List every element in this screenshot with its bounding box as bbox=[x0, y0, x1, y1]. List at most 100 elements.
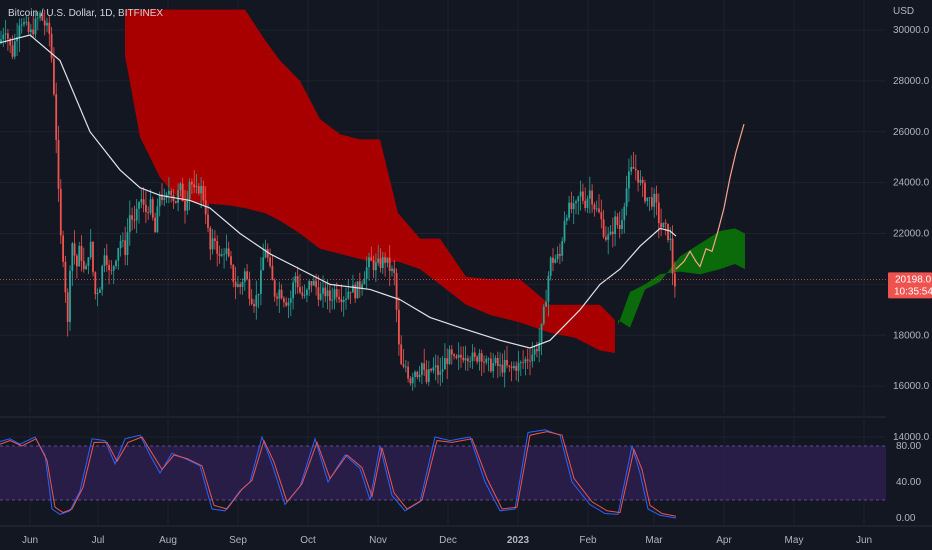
candle bbox=[450, 345, 453, 365]
candle bbox=[34, 11, 37, 38]
candle bbox=[457, 342, 460, 370]
candle bbox=[145, 191, 147, 224]
candle bbox=[607, 226, 610, 255]
candle bbox=[112, 264, 115, 285]
candle bbox=[427, 360, 430, 386]
candle bbox=[358, 272, 361, 298]
last-price-value: 20198.0 bbox=[895, 274, 932, 285]
x-tick-label: Jun bbox=[22, 535, 38, 546]
candle bbox=[572, 195, 575, 225]
y-tick-label: 22000.0 bbox=[893, 229, 930, 240]
y-tick-label: 16000.0 bbox=[893, 381, 930, 392]
candle bbox=[257, 293, 260, 309]
candle bbox=[372, 255, 375, 278]
candle bbox=[264, 239, 267, 259]
candle bbox=[92, 241, 94, 277]
candle bbox=[547, 271, 550, 317]
candle bbox=[552, 248, 554, 272]
candle bbox=[207, 203, 209, 233]
y-tick-label: 24000.0 bbox=[893, 178, 930, 189]
candle bbox=[211, 229, 214, 255]
candle bbox=[384, 252, 386, 277]
candle bbox=[149, 189, 152, 216]
chart-title: Bitcoin / U.S. Dollar, 1D, BITFINEX bbox=[8, 8, 163, 19]
candle bbox=[122, 232, 124, 248]
oscillator-pane bbox=[0, 429, 886, 519]
candle bbox=[186, 190, 189, 215]
candle bbox=[220, 248, 223, 258]
candle bbox=[462, 346, 465, 363]
candle bbox=[278, 281, 281, 313]
candle bbox=[625, 175, 628, 216]
candle bbox=[568, 195, 570, 221]
candle bbox=[161, 183, 163, 205]
candle bbox=[269, 248, 271, 269]
stoch-d-line bbox=[0, 431, 677, 517]
candle bbox=[611, 217, 614, 248]
candle bbox=[448, 345, 451, 365]
candle bbox=[110, 260, 113, 275]
candle bbox=[71, 242, 74, 286]
candle bbox=[379, 248, 382, 273]
candle bbox=[561, 237, 564, 262]
time-axis[interactable]: Jun Jul Aug Sep Oct Nov Dec 2023 Feb Mar Apr May Jun bbox=[0, 525, 932, 546]
candle bbox=[331, 287, 334, 310]
candle bbox=[41, 11, 44, 22]
x-tick-label: Oct bbox=[300, 535, 316, 546]
candle bbox=[82, 247, 85, 273]
candle bbox=[193, 169, 196, 194]
candle bbox=[306, 288, 308, 303]
candle bbox=[671, 225, 674, 286]
candle bbox=[55, 82, 58, 154]
candle bbox=[476, 355, 478, 365]
candle bbox=[27, 16, 30, 35]
candle bbox=[667, 223, 669, 243]
candle bbox=[105, 243, 108, 272]
candle bbox=[140, 189, 143, 209]
candle bbox=[299, 273, 301, 295]
candle bbox=[365, 256, 368, 290]
candle bbox=[453, 352, 455, 360]
osc-tick-label: 40.00 bbox=[896, 477, 921, 488]
candle bbox=[513, 361, 515, 371]
candle bbox=[455, 354, 458, 360]
candle bbox=[223, 248, 225, 269]
candle bbox=[280, 284, 283, 300]
x-tick-label: Sep bbox=[229, 535, 247, 546]
candle bbox=[545, 289, 547, 308]
candle bbox=[4, 19, 7, 44]
candle bbox=[554, 254, 557, 264]
candle bbox=[483, 355, 485, 373]
candle bbox=[363, 271, 366, 285]
candle bbox=[499, 352, 501, 377]
candle bbox=[524, 356, 527, 376]
y-tick-label: 18000.0 bbox=[893, 330, 930, 341]
candle bbox=[510, 361, 513, 382]
candle bbox=[239, 281, 242, 295]
candle bbox=[496, 351, 499, 379]
candle bbox=[639, 170, 642, 186]
x-tick-label: Aug bbox=[159, 535, 177, 546]
candle bbox=[301, 286, 304, 299]
candle bbox=[634, 154, 637, 181]
candle bbox=[308, 280, 311, 296]
candle bbox=[326, 279, 329, 310]
candle bbox=[64, 255, 67, 303]
candle bbox=[582, 183, 584, 205]
candle bbox=[460, 346, 462, 368]
candle bbox=[637, 170, 639, 192]
candle bbox=[25, 15, 28, 26]
candle bbox=[76, 253, 78, 279]
candle bbox=[138, 201, 140, 224]
candle bbox=[310, 281, 313, 293]
candle bbox=[375, 253, 377, 282]
candle bbox=[85, 263, 87, 270]
x-tick-label: Jul bbox=[92, 535, 105, 546]
candle bbox=[32, 15, 35, 38]
candle bbox=[605, 226, 607, 242]
candle bbox=[204, 186, 207, 224]
candle bbox=[80, 235, 83, 272]
candle bbox=[386, 257, 389, 268]
candle bbox=[170, 188, 173, 203]
